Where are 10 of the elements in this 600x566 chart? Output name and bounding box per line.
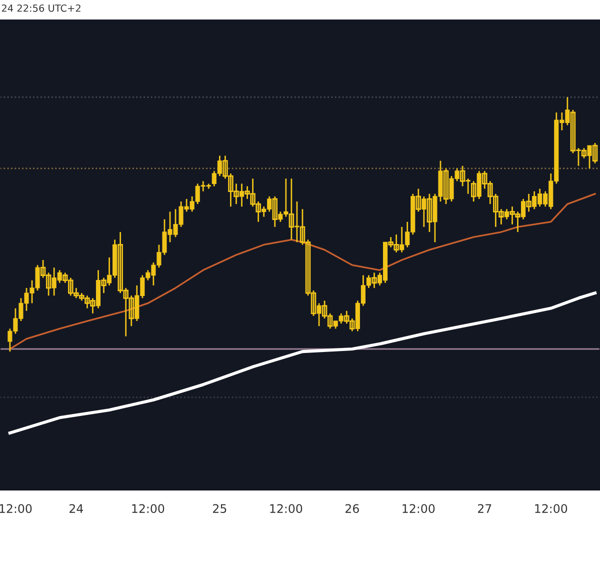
x-tick-label: 27 bbox=[478, 504, 492, 513]
x-tick-label: 12:00 bbox=[402, 504, 435, 514]
text: 24 22:56 UTC+2 bbox=[2, 4, 80, 12]
x-tick-label: 12:00 bbox=[0, 504, 32, 514]
x-tick-label: 25 bbox=[213, 504, 226, 514]
x-tick-label: 24 bbox=[70, 504, 84, 513]
x-tick-label: 12:00 bbox=[132, 504, 164, 514]
x-tick-label: 12:00 bbox=[270, 504, 302, 514]
x-tick-label: 26 bbox=[346, 504, 359, 514]
x-tick-label: 12:00 bbox=[535, 504, 568, 514]
